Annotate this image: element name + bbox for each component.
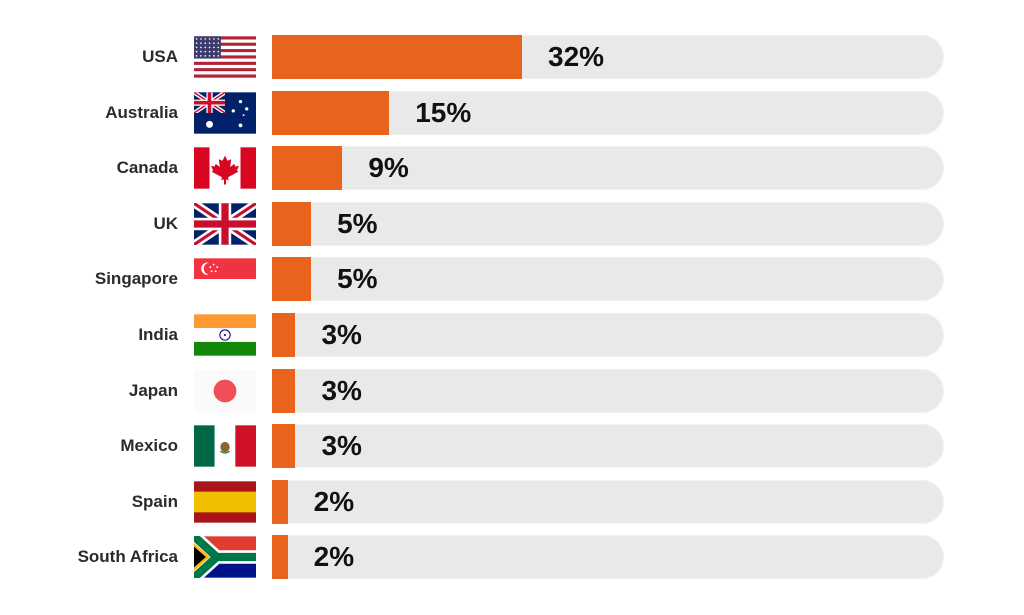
- uk-flag-icon: [191, 199, 259, 248]
- chart-row: Japan 3%: [0, 368, 1024, 425]
- chart-row: Spain 2%: [0, 479, 1024, 536]
- bar-track: [272, 257, 944, 302]
- value-label: 9%: [368, 152, 409, 184]
- value-label: 3%: [321, 374, 362, 406]
- value-label: 3%: [321, 319, 362, 350]
- category-label: Australia: [105, 102, 178, 122]
- bar-track: [272, 201, 944, 246]
- canada-flag-icon: [194, 147, 256, 189]
- category-label: India: [138, 325, 178, 344]
- bar-track: [272, 424, 944, 469]
- south-africa-flag-icon: [189, 531, 256, 584]
- value-label: 2%: [313, 541, 355, 573]
- bar: [272, 424, 296, 469]
- bar-track: [272, 146, 944, 191]
- bar: [272, 146, 343, 191]
- singapore-flag-icon: [194, 258, 256, 301]
- mexico-flag-icon: [194, 425, 256, 467]
- bar-track: [272, 313, 944, 357]
- bar: [272, 257, 312, 302]
- value-label: 15%: [415, 96, 472, 128]
- bar-track: [272, 535, 944, 580]
- chart-row: Canada 9%: [0, 146, 1024, 202]
- spain-flag-icon: [194, 481, 256, 523]
- bar-track: [272, 368, 944, 413]
- value-label: 5%: [337, 263, 378, 295]
- category-label: Spain: [131, 491, 178, 511]
- bar-track: [272, 479, 944, 524]
- australia-flag-icon: [194, 91, 256, 134]
- bar: [272, 313, 296, 357]
- value-label: 32%: [548, 41, 605, 72]
- category-label: Singapore: [94, 269, 178, 289]
- bar: [272, 35, 523, 79]
- value-label: 2%: [313, 485, 355, 517]
- india-flag-icon: [194, 314, 256, 356]
- japan-flag-icon: [194, 369, 256, 412]
- category-label: USA: [142, 47, 178, 66]
- chart-row: South Africa 2%: [0, 531, 1024, 591]
- category-label: South Africa: [77, 547, 178, 567]
- chart-row: India 3%: [0, 313, 1024, 369]
- bar: [272, 535, 288, 580]
- bar: [272, 90, 390, 135]
- bar: [272, 368, 296, 413]
- chart-row: Australia 15%: [0, 90, 1024, 147]
- chart-row: Mexico 3%: [0, 424, 1024, 480]
- category-label: UK: [153, 213, 178, 233]
- chart-row: Singapore 5%: [0, 257, 1024, 313]
- bar: [272, 201, 312, 246]
- category-label: Canada: [116, 158, 178, 178]
- usa-flag-icon: [194, 36, 256, 78]
- chart-row: UK 5%: [0, 199, 1024, 258]
- category-label: Japan: [128, 380, 178, 400]
- chart-row: USA 32%: [0, 35, 1024, 91]
- category-label: Mexico: [120, 436, 178, 456]
- value-label: 5%: [337, 207, 378, 239]
- bar: [272, 479, 288, 524]
- value-label: 3%: [321, 430, 362, 462]
